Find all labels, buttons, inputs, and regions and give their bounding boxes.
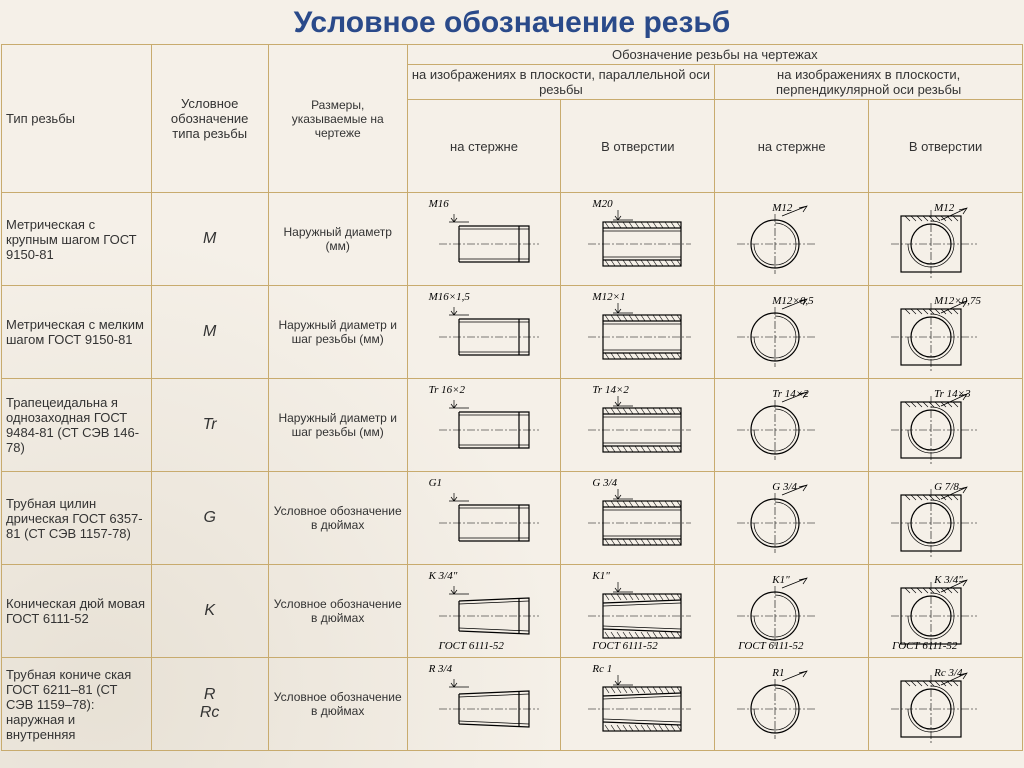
- th-hole1: В отверстии: [561, 100, 715, 193]
- table-body: Метрическая с крупным шагом ГОСТ 9150-81…: [2, 193, 1023, 751]
- cell-dwg-rod-end: Tr 14×2: [715, 379, 869, 472]
- th-group-right: на изображениях в плоскости, перпендикул…: [715, 65, 1023, 100]
- cell-dwg-rod-end: K1" ГОСТ 6111-52: [715, 565, 869, 658]
- th-size: Размеры, указываемые на чертеже: [268, 45, 407, 193]
- cell-dwg-rod-side: Tr 16×2: [407, 379, 561, 472]
- cell-size: Условное обозначение в дюймах: [268, 658, 407, 751]
- th-rod2: на стержне: [715, 100, 869, 193]
- cell-size: Наружный диаметр (мм): [268, 193, 407, 286]
- cell-size: Условное обозначение в дюймах: [268, 565, 407, 658]
- cell-dwg-rod-side: G1: [407, 472, 561, 565]
- th-type: Тип резьбы: [2, 45, 152, 193]
- cell-dwg-hole-end: G 7/8: [869, 472, 1023, 565]
- cell-dwg-rod-end: R1: [715, 658, 869, 751]
- cell-dwg-hole-side: M12×1: [561, 286, 715, 379]
- cell-type: Коническая дюй мовая ГОСТ 6111-52: [2, 565, 152, 658]
- cell-dwg-hole-end: M12: [869, 193, 1023, 286]
- cell-size: Наружный диаметр и шаг резьбы (мм): [268, 379, 407, 472]
- cell-dwg-rod-end: M12: [715, 193, 869, 286]
- page-title: Условное обозначение резьб: [0, 0, 1024, 44]
- cell-size: Наружный диаметр и шаг резьбы (мм): [268, 286, 407, 379]
- cell-dwg-hole-end: M12×0,75: [869, 286, 1023, 379]
- cell-dwg-hole-side: M20: [561, 193, 715, 286]
- table-row: Трапецеидальна я однозаходная ГОСТ 9484-…: [2, 379, 1023, 472]
- th-hole2: В отверстии: [869, 100, 1023, 193]
- table-row: Метрическая с мелким шагом ГОСТ 9150-81 …: [2, 286, 1023, 379]
- cell-dwg-hole-end: Rc 3/4: [869, 658, 1023, 751]
- cell-symbol: K: [151, 565, 268, 658]
- table-row: Метрическая с крупным шагом ГОСТ 9150-81…: [2, 193, 1023, 286]
- cell-dwg-rod-side: R 3/4: [407, 658, 561, 751]
- table-row: Коническая дюй мовая ГОСТ 6111-52 K Усло…: [2, 565, 1023, 658]
- cell-symbol: G: [151, 472, 268, 565]
- cell-type: Метрическая с мелким шагом ГОСТ 9150-81: [2, 286, 152, 379]
- cell-type: Трубная цилин дрическая ГОСТ 6357-81 (СТ…: [2, 472, 152, 565]
- thread-table: Тип резьбы Условное обозначение типа рез…: [1, 44, 1023, 751]
- cell-dwg-hole-end: Tr 14×3: [869, 379, 1023, 472]
- th-rod1: на стержне: [407, 100, 561, 193]
- cell-dwg-hole-end: K 3/4" ГОСТ 6111-52: [869, 565, 1023, 658]
- th-symbol: Условное обозначение типа резьбы: [151, 45, 268, 193]
- table-row: Трубная кониче ская ГОСТ 6211–81 (СТ СЭВ…: [2, 658, 1023, 751]
- cell-dwg-rod-end: M12×0,5: [715, 286, 869, 379]
- cell-symbol: M: [151, 286, 268, 379]
- cell-type: Метрическая с крупным шагом ГОСТ 9150-81: [2, 193, 152, 286]
- cell-dwg-hole-side: G 3/4: [561, 472, 715, 565]
- cell-symbol: RRc: [151, 658, 268, 751]
- cell-dwg-rod-side: M16: [407, 193, 561, 286]
- cell-dwg-rod-side: K 3/4" ГОСТ 6111-52: [407, 565, 561, 658]
- cell-dwg-hole-side: Tr 14×2: [561, 379, 715, 472]
- table-row: Трубная цилин дрическая ГОСТ 6357-81 (СТ…: [2, 472, 1023, 565]
- cell-symbol: M: [151, 193, 268, 286]
- cell-dwg-hole-side: Rc 1: [561, 658, 715, 751]
- cell-symbol: Tr: [151, 379, 268, 472]
- th-group-left: на изображениях в плоскости, параллельно…: [407, 65, 715, 100]
- cell-type: Трапецеидальна я однозаходная ГОСТ 9484-…: [2, 379, 152, 472]
- cell-dwg-rod-side: M16×1,5: [407, 286, 561, 379]
- cell-size: Условное обозначение в дюймах: [268, 472, 407, 565]
- cell-dwg-rod-end: G 3/4: [715, 472, 869, 565]
- cell-type: Трубная кониче ская ГОСТ 6211–81 (СТ СЭВ…: [2, 658, 152, 751]
- th-group-top: Обозначение резьбы на чертежах: [407, 45, 1022, 65]
- cell-dwg-hole-side: K1" ГОСТ 6111-52: [561, 565, 715, 658]
